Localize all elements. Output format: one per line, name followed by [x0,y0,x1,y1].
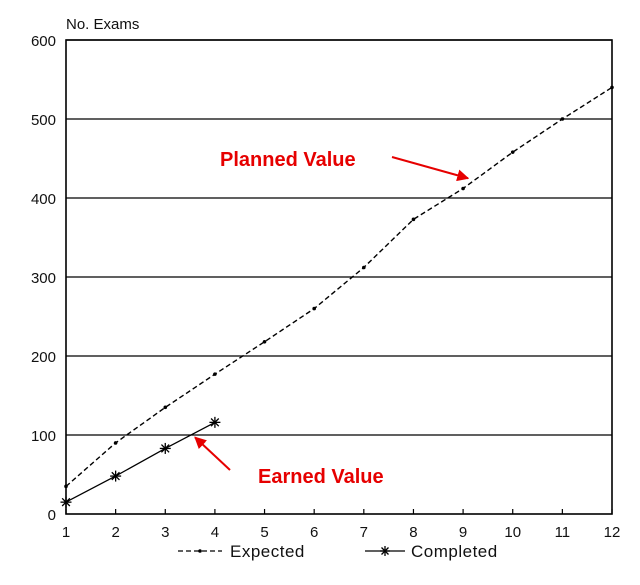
annotation-arrow [391,156,470,182]
data-point-completed [110,470,122,482]
data-point-expected [113,441,118,445]
y-axis-label: No. Exams [66,16,139,33]
legend-label: Completed [411,542,498,561]
data-point-completed [209,416,221,428]
x-tick-label: 2 [111,524,119,541]
data-point-completed [60,496,72,508]
legend-item-expected: Expected [178,542,305,561]
legend-marker [198,549,202,553]
y-tick-label: 100 [31,428,56,445]
y-tick-label: 500 [31,112,56,129]
data-point-completed [159,442,171,454]
x-tick-label: 11 [555,524,571,541]
y-tick-label: 400 [31,191,56,208]
legend: Expected Completed [178,542,498,561]
legend-marker [380,546,390,556]
y-tick-label: 300 [31,270,56,287]
y-tick-label: 600 [31,33,56,50]
annotations: Planned Value Earned Value [194,149,470,488]
x-tick-label: 7 [360,524,368,541]
data-point-expected [461,186,465,191]
legend-item-completed: Completed [365,542,498,561]
annotation-earned-value: Earned Value [258,466,384,488]
data-point-expected [262,339,267,344]
plot-frame [65,39,613,515]
data-point-expected [213,372,217,376]
x-tick-label: 9 [459,524,467,541]
data-point-expected [362,265,366,270]
x-tick-label: 12 [604,524,621,541]
data-point-expected [163,405,168,410]
grid [66,39,612,436]
x-tick-label: 5 [260,524,268,541]
annotation-arrow [194,436,231,471]
x-tick-label: 6 [310,524,318,541]
legend-label: Expected [230,542,305,561]
data-point-expected [510,150,515,154]
data-point-expected [64,484,68,489]
annotation-planned-value: Planned Value [220,149,356,171]
x-tick-label: 1 [62,524,70,541]
x-tick-label: 4 [211,524,219,541]
data-point-expected [312,306,316,311]
data-point-expected [560,117,565,121]
y-tick-label: 0 [48,507,56,524]
x-tick-label: 10 [504,524,521,541]
axes [65,39,613,515]
data-point-expected [610,85,614,90]
x-tick-label: 3 [161,524,169,541]
x-tick-label: 8 [409,524,417,541]
series-line-completed [65,421,216,503]
y-tick-label: 200 [31,349,56,366]
series-line-expected [65,86,613,487]
data-point-expected [411,217,416,222]
series [60,85,614,508]
